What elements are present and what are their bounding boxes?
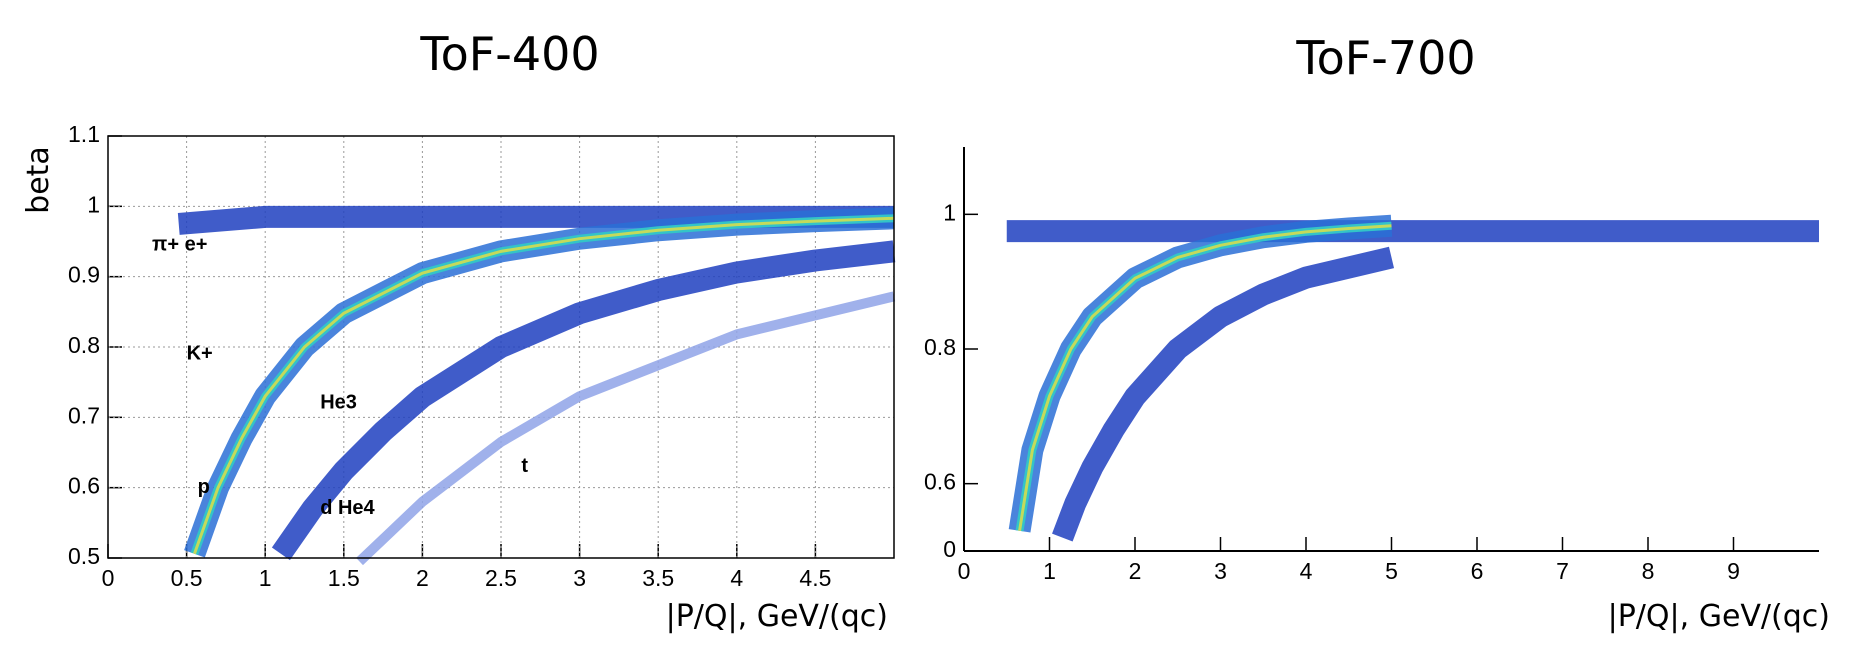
x-tick-label: 4 (1300, 558, 1313, 584)
y-axis-label: beta (21, 146, 56, 214)
annotation: π+ e+ (152, 233, 207, 255)
density-band (356, 291, 896, 566)
y-tick-label: 0.7 (68, 402, 100, 428)
plot-frame (107, 135, 895, 559)
density-peak (193, 216, 895, 555)
y-tick-label: 1 (943, 199, 956, 225)
x-tick-label: 1.5 (328, 565, 360, 591)
y-tick-label: 0.9 (68, 262, 100, 288)
x-tick-label: 8 (1642, 558, 1655, 584)
annotation: K+ (187, 342, 213, 364)
x-tick-label: 0.5 (171, 565, 203, 591)
y-tick-label: 0.8 (924, 334, 956, 360)
x-tick-label: 2 (416, 565, 429, 591)
x-axis-label: |P/Q|, GeV/(qc) (1608, 599, 1830, 634)
y-tick-label: 0.6 (68, 473, 100, 499)
y-tick-label: 1 (87, 191, 100, 217)
y-tick-label: 0.5 (68, 543, 100, 569)
x-tick-label: 4.5 (799, 565, 831, 591)
x-tick-label: 9 (1727, 558, 1740, 584)
x-tick-label: 7 (1556, 558, 1569, 584)
density-band (271, 240, 896, 561)
x-tick-label: 3 (1214, 558, 1227, 584)
x-axis-label: |P/Q|, GeV/(qc) (666, 599, 888, 634)
density-band (1052, 246, 1395, 542)
annotation: p (198, 476, 210, 498)
y-tick-label: 0.8 (68, 332, 100, 358)
x-tick-label: 4 (730, 565, 743, 591)
x-tick-label: 3.5 (642, 565, 674, 591)
x-tick-label: 1 (1043, 558, 1056, 584)
annotation: d He4 (320, 497, 375, 519)
chart-title: ToF-400 (419, 27, 599, 81)
y-tick-label: 0.6 (924, 469, 956, 495)
x-tick-label: 0 (958, 558, 971, 584)
density-peak (1018, 224, 1392, 532)
chart-title: ToF-700 (1295, 31, 1475, 85)
y-tick-label: 0 (943, 536, 956, 562)
x-tick-label: 1 (259, 565, 272, 591)
x-tick-label: 3 (573, 565, 586, 591)
x-tick-label: 2.5 (485, 565, 517, 591)
annotation: He3 (320, 392, 357, 414)
annotation: t (521, 455, 528, 477)
y-tick-label: 1.1 (68, 121, 100, 147)
x-tick-label: 5 (1385, 558, 1398, 584)
x-tick-label: 2 (1129, 558, 1142, 584)
x-tick-label: 0 (102, 565, 115, 591)
x-tick-label: 6 (1471, 558, 1484, 584)
